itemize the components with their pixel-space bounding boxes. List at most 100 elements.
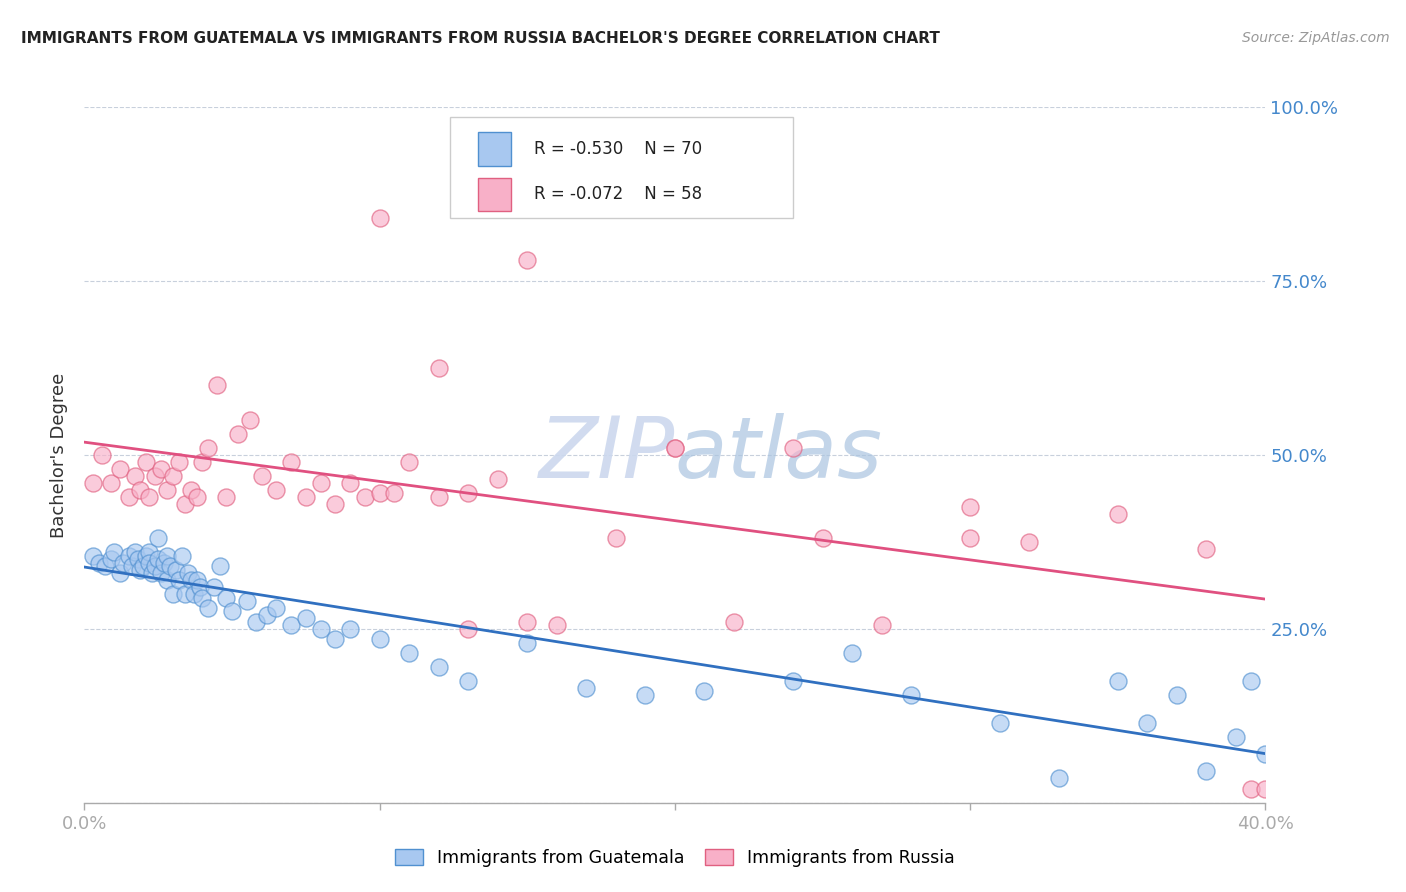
Point bbox=[516, 615, 538, 629]
Point bbox=[1195, 764, 1218, 779]
Point bbox=[841, 646, 863, 660]
Point bbox=[108, 462, 131, 476]
Point bbox=[295, 490, 318, 504]
Point bbox=[295, 611, 318, 625]
Text: R = -0.530    N = 70: R = -0.530 N = 70 bbox=[534, 140, 703, 158]
Text: R = -0.072    N = 58: R = -0.072 N = 58 bbox=[534, 186, 703, 203]
Point bbox=[239, 413, 262, 427]
Point bbox=[141, 566, 163, 581]
Point bbox=[457, 486, 479, 500]
Point bbox=[118, 549, 141, 563]
Point bbox=[221, 605, 243, 619]
Point bbox=[138, 490, 160, 504]
Point bbox=[186, 573, 208, 587]
Point bbox=[723, 615, 745, 629]
Point bbox=[91, 448, 114, 462]
Point bbox=[156, 573, 179, 587]
Point bbox=[368, 211, 391, 226]
Point bbox=[100, 475, 122, 490]
Point bbox=[605, 532, 627, 546]
Point bbox=[1047, 772, 1070, 786]
Point bbox=[150, 566, 173, 581]
Point bbox=[156, 549, 179, 563]
Point bbox=[339, 475, 361, 490]
Point bbox=[605, 131, 627, 145]
Point bbox=[309, 622, 332, 636]
Point bbox=[118, 490, 141, 504]
Point bbox=[323, 497, 347, 511]
Point bbox=[197, 441, 219, 455]
Point bbox=[264, 483, 288, 497]
Point bbox=[129, 483, 152, 497]
Point bbox=[427, 490, 450, 504]
Point bbox=[148, 532, 170, 546]
Point bbox=[191, 455, 214, 469]
FancyBboxPatch shape bbox=[450, 118, 793, 219]
Point bbox=[1018, 535, 1040, 549]
Point bbox=[148, 552, 170, 566]
Text: Source: ZipAtlas.com: Source: ZipAtlas.com bbox=[1241, 31, 1389, 45]
Point bbox=[1107, 674, 1129, 689]
Point bbox=[1254, 781, 1277, 796]
Point bbox=[167, 455, 190, 469]
Point bbox=[173, 587, 195, 601]
Point bbox=[368, 632, 391, 647]
Point bbox=[256, 607, 278, 622]
Point bbox=[398, 455, 420, 469]
Point bbox=[235, 594, 259, 608]
Point bbox=[1225, 730, 1247, 744]
Point bbox=[82, 549, 104, 563]
Point bbox=[135, 455, 157, 469]
Bar bbox=[478, 132, 510, 166]
Point bbox=[811, 532, 834, 546]
Point bbox=[87, 556, 111, 570]
Point bbox=[959, 500, 981, 514]
Point bbox=[245, 615, 267, 629]
Point bbox=[127, 552, 149, 566]
Point bbox=[153, 556, 176, 570]
Point bbox=[162, 468, 184, 483]
Point bbox=[782, 674, 804, 689]
Point bbox=[138, 556, 160, 570]
Point bbox=[782, 441, 804, 455]
Point bbox=[1136, 715, 1159, 730]
Text: ZIP: ZIP bbox=[538, 413, 675, 497]
Point bbox=[173, 497, 195, 511]
Point bbox=[209, 559, 232, 574]
Point bbox=[103, 545, 125, 559]
Point bbox=[150, 462, 173, 476]
Point bbox=[165, 563, 187, 577]
Point bbox=[197, 601, 219, 615]
Point bbox=[309, 475, 332, 490]
Point bbox=[177, 566, 200, 581]
Point bbox=[693, 684, 716, 698]
Point bbox=[143, 468, 166, 483]
Point bbox=[129, 563, 152, 577]
Point bbox=[124, 545, 146, 559]
Point bbox=[162, 587, 184, 601]
Point bbox=[457, 622, 479, 636]
Point bbox=[226, 427, 249, 442]
Point bbox=[280, 618, 302, 632]
Point bbox=[111, 556, 134, 570]
Point bbox=[188, 580, 211, 594]
Bar bbox=[478, 178, 510, 211]
Point bbox=[215, 490, 238, 504]
Point bbox=[870, 618, 893, 632]
Point bbox=[108, 566, 131, 581]
Point bbox=[427, 360, 450, 375]
Point bbox=[121, 559, 143, 574]
Point bbox=[516, 636, 538, 650]
Point bbox=[124, 468, 146, 483]
Point bbox=[354, 490, 377, 504]
Point bbox=[664, 441, 686, 455]
Point bbox=[159, 559, 181, 574]
Point bbox=[339, 622, 361, 636]
Point bbox=[634, 688, 657, 702]
Point bbox=[575, 681, 598, 695]
Point bbox=[1240, 674, 1263, 689]
Point bbox=[264, 601, 288, 615]
Point bbox=[1240, 781, 1263, 796]
Text: atlas: atlas bbox=[675, 413, 883, 497]
Point bbox=[1107, 507, 1129, 521]
